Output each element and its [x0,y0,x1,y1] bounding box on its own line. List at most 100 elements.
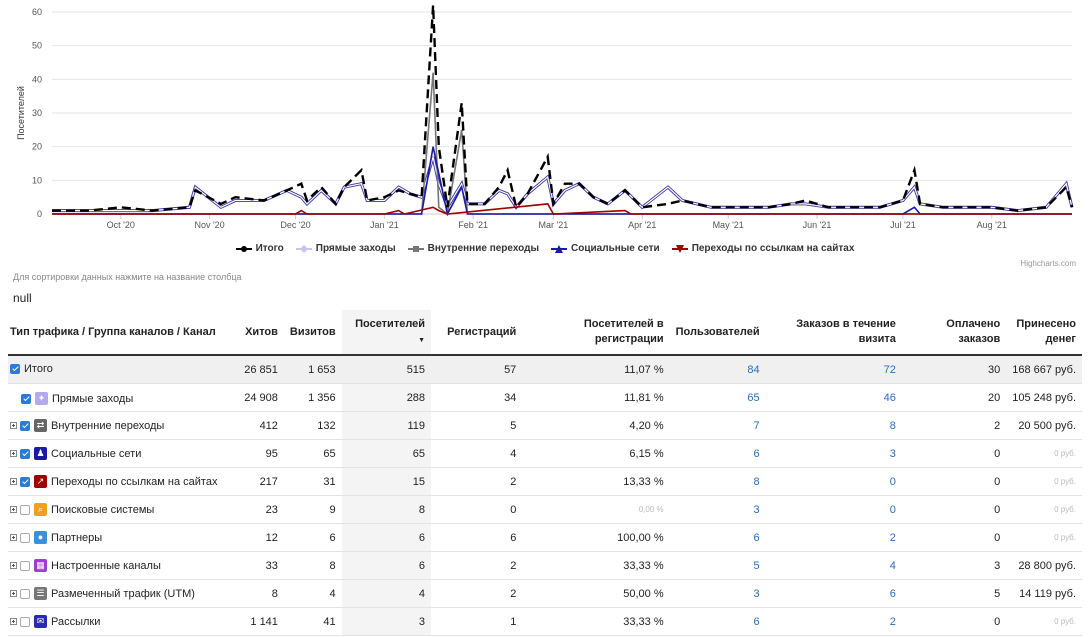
col-conversion[interactable]: Посетителей в регистрации [522,310,670,356]
row-checkbox[interactable] [20,504,30,515]
col-visits[interactable]: Визитов [283,310,342,356]
cell-orders-link[interactable]: 0 [765,495,902,524]
cell-users-link[interactable]: 6 [669,523,766,552]
table-row[interactable]: ⌕ Поисковые системы 23 9 8 0 0,00 % 3 0 0 0 руб. [8,495,1082,524]
expand-icon[interactable] [10,618,17,625]
cell-orders-link[interactable]: 6 [765,579,902,608]
col-hits[interactable]: Хитов [227,310,284,356]
expand-icon[interactable] [10,450,17,457]
cell-orders-link[interactable]: 3 [765,439,902,468]
legend-item[interactable]: Итого [235,243,284,254]
table-row[interactable]: ✉ Рассылки 1 141 41 3 1 33,33 % 6 2 0 0 руб. [8,607,1082,636]
channel-name[interactable]: Настроенные каналы [51,559,161,572]
table-row[interactable]: Итого 26 851 1 653 515 57 11,07 % 84 72 30 168 66… [8,355,1082,384]
col-visitors-label: Посетителей [355,317,426,330]
channel-name[interactable]: Внутренние переходы [51,419,165,432]
channel-name[interactable]: Прямые заходы [52,392,134,405]
row-checkbox[interactable] [20,420,30,431]
col-orders[interactable]: Заказов в течение визита [765,310,902,356]
cell-visits: 65 [283,439,342,468]
channel-name[interactable]: Размеченный трафик (UTM) [51,587,195,600]
y-tick-label: 0 [37,209,42,219]
col-users[interactable]: Пользователей [669,310,766,356]
cell-channel: ♟ Социальные сети [8,439,228,468]
expand-icon[interactable] [10,534,17,541]
legend-item[interactable]: Внутренние переходы [407,243,539,254]
row-checkbox[interactable] [10,363,20,374]
chart-legend: Итого Прямые заходы Внутренние переходы Соц… [0,243,1090,257]
cell-visits: 1 356 [283,383,342,412]
legend-item[interactable]: Прямые заходы [295,243,396,254]
col-visitors[interactable]: Посетителей ▼ [341,310,432,356]
cell-channel: ▦ Настроенные каналы [8,551,228,580]
cell-paid: 2 [901,411,1007,440]
cell-users-link[interactable]: 6 [669,607,766,636]
cell-orders-link[interactable]: 4 [765,551,902,580]
channel-name[interactable]: Социальные сети [51,447,142,460]
cell-users-link[interactable]: 3 [669,579,766,608]
x-tick-label: Nov '20 [194,220,224,230]
legend-item[interactable]: Социальные сети [551,243,660,254]
cell-conversion: 33,33 % [522,551,670,580]
x-tick-label: Aug '21 [977,220,1007,230]
cell-money: 14 119 руб. [1006,579,1082,608]
cell-visits: 8 [283,551,342,580]
table-row[interactable]: ● Партнеры 12 6 6 6 100,00 % 6 2 0 0 руб. [8,523,1082,552]
expand-icon[interactable] [10,562,17,569]
x-tick-label: Jul '21 [890,220,916,230]
cell-hits: 12 [227,523,284,552]
cell-orders-link[interactable]: 46 [765,383,902,412]
cell-visits: 6 [283,523,342,552]
table-row[interactable]: ♟ Социальные сети 95 65 65 4 6,15 % 6 3 0 0 руб. [8,439,1082,468]
channel-name[interactable]: Партнеры [51,531,103,544]
cell-registrations: 2 [431,579,523,608]
legend-item[interactable]: Переходы по ссылкам на сайтах [671,243,854,254]
col-channel[interactable]: Тип трафика / Группа каналов / Канал [8,310,228,356]
table-row[interactable]: ↗ Переходы по ссылкам на сайтах 217 31 15 2 13… [8,467,1082,496]
channel-name[interactable]: Переходы по ссылкам на сайтах [51,475,218,488]
cell-users-link[interactable]: 65 [669,383,766,412]
row-checkbox[interactable] [21,393,31,404]
expand-icon[interactable] [10,478,17,485]
table-row[interactable]: ☰ Размеченный трафик (UTM) 8 4 4 2 50,00 % 3 6 5 1… [8,579,1082,608]
cell-users-link[interactable]: 84 [669,355,766,384]
series-line [52,203,1072,215]
cell-orders-link[interactable]: 2 [765,523,902,552]
cell-paid: 20 [901,383,1007,412]
legend-symbol-icon [671,244,688,253]
cell-orders-link[interactable]: 2 [765,607,902,636]
cell-users-link[interactable]: 7 [669,411,766,440]
table-row[interactable]: ▦ Настроенные каналы 33 8 6 2 33,33 % 5 4 3 28 800… [8,551,1082,580]
cell-paid: 0 [901,607,1007,636]
expand-icon[interactable] [10,590,17,597]
channel-name[interactable]: Итого [24,362,53,375]
col-money[interactable]: Принесено денег [1006,310,1082,356]
cell-visitors: 6 [341,551,432,580]
cell-orders-link[interactable]: 72 [765,355,902,384]
cell-users-link[interactable]: 8 [669,467,766,496]
cell-users-link[interactable]: 6 [669,439,766,468]
channel-icon: ↗ [34,475,47,488]
row-checkbox[interactable] [20,616,30,627]
row-checkbox[interactable] [20,532,30,543]
row-checkbox[interactable] [20,588,30,599]
row-checkbox[interactable] [20,560,30,571]
row-checkbox[interactable] [20,448,30,459]
expand-icon[interactable] [10,422,17,429]
table-row[interactable]: ✦ Прямые заходы 24 908 1 356 288 34 11,81 % 65 4… [8,383,1082,412]
channel-name[interactable]: Рассылки [51,615,101,628]
channel-name[interactable]: Поисковые системы [51,503,155,516]
expand-icon[interactable] [10,506,17,513]
row-checkbox[interactable] [20,476,30,487]
cell-users-link[interactable]: 5 [669,551,766,580]
cell-hits: 23 [227,495,284,524]
col-paid[interactable]: Оплачено заказов [901,310,1007,356]
cell-paid: 0 [901,439,1007,468]
cell-orders-link[interactable]: 0 [765,467,902,496]
col-registrations[interactable]: Регистраций [431,310,523,356]
x-tick-label: Apr '21 [628,220,656,230]
highcharts-credit[interactable]: Highcharts.com [1020,259,1076,268]
cell-users-link[interactable]: 3 [669,495,766,524]
cell-orders-link[interactable]: 8 [765,411,902,440]
table-row[interactable]: ⇄ Внутренние переходы 412 132 119 5 4,20 % 7 8 2 2… [8,411,1082,440]
